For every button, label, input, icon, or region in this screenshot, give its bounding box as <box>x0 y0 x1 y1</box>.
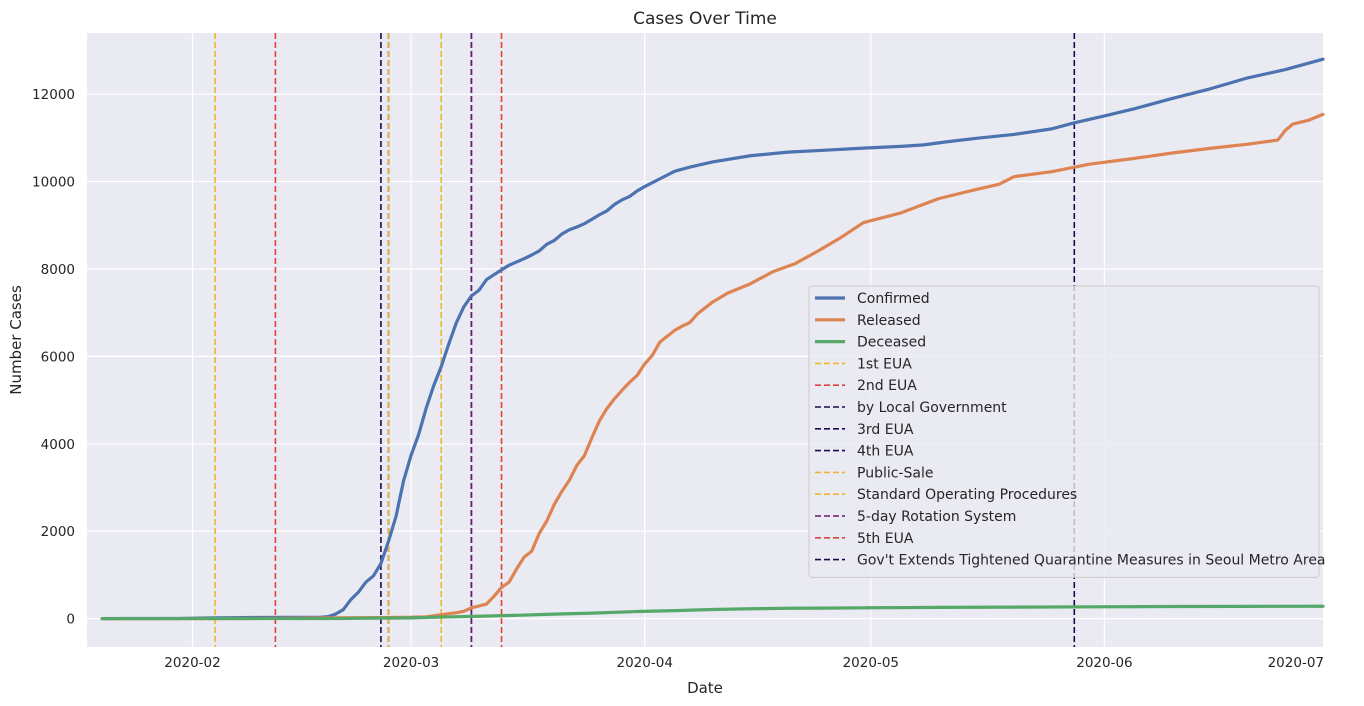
series-lines <box>100 57 1325 621</box>
chart-title: Cases Over Time <box>633 9 777 29</box>
legend-entry: Released <box>857 313 921 329</box>
y-tick-label: 4000 <box>41 437 75 453</box>
legend: Confirmed Released Deceased 1st EUA 2nd EUA b… <box>808 285 1326 578</box>
x-tick-label: 2020-03 <box>383 655 439 671</box>
series-line-confirmed <box>100 57 1325 621</box>
x-tick-label: 2020-05 <box>843 655 899 671</box>
legend-entry: 4th EUA <box>857 444 914 460</box>
y-tick-label: 12000 <box>32 87 75 103</box>
y-tick-label: 8000 <box>41 262 75 278</box>
legend-box <box>808 285 1320 578</box>
legend-entry: Gov't Extends Tightened Quarantine Measu… <box>857 553 1326 569</box>
x-tick-label: 2020-02 <box>164 655 220 671</box>
legend-entry: 5-day Rotation System <box>857 509 1016 525</box>
legend-entry: Confirmed <box>857 291 930 307</box>
series-line-deceased <box>100 604 1325 621</box>
y-tick-label: 0 <box>66 612 75 628</box>
y-axis-ticks: 0 2000 4000 6000 8000 10000 12000 <box>32 87 75 627</box>
y-tick-label: 2000 <box>41 524 75 540</box>
legend-entry: Deceased <box>857 335 926 351</box>
legend-entry: 5th EUA <box>857 531 914 547</box>
x-tick-label: 2020-07 <box>1268 655 1324 671</box>
y-tick-label: 6000 <box>41 349 75 365</box>
legend-entry: 2nd EUA <box>857 378 917 394</box>
y-axis-label: Number Cases <box>7 285 25 395</box>
x-axis-ticks: 2020-02 2020-03 2020-04 2020-05 2020-06 2020-… <box>164 655 1324 671</box>
series-line-released <box>100 112 1325 621</box>
y-tick-label: 10000 <box>32 175 75 191</box>
x-tick-label: 2020-06 <box>1076 655 1132 671</box>
legend-entry: 1st EUA <box>857 356 912 372</box>
event-lines <box>214 33 1076 647</box>
legend-entry: Public-Sale <box>857 465 933 481</box>
legend-entry: 3rd EUA <box>857 422 914 438</box>
x-tick-label: 2020-04 <box>617 655 673 671</box>
legend-entry: by Local Government <box>857 400 1007 416</box>
x-axis-label: Date <box>687 679 723 697</box>
legend-entry: Standard Operating Procedures <box>857 487 1077 503</box>
